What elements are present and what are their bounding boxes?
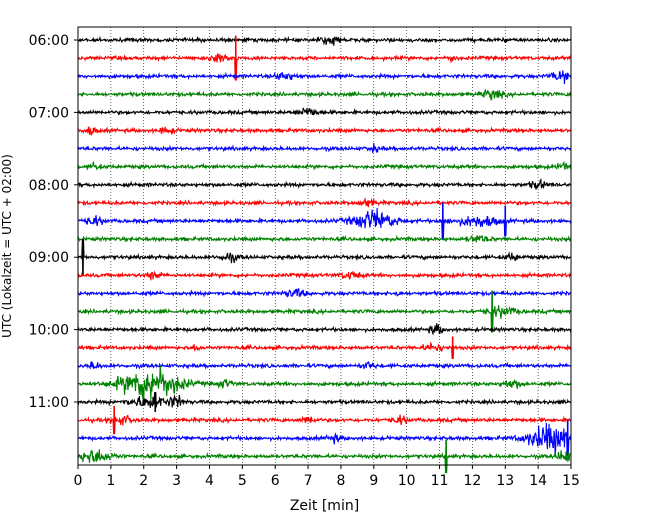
y-tick-label-10:00: 10:00 <box>29 323 69 339</box>
x-tick-label-1: 1 <box>106 473 115 489</box>
trace-08:30 <box>77 202 572 240</box>
x-tick-label-8: 8 <box>336 473 345 489</box>
x-tick-label-2: 2 <box>139 473 148 489</box>
x-tick-label-9: 9 <box>369 473 378 489</box>
x-tick-label-5: 5 <box>238 473 247 489</box>
trace-06:15 <box>77 35 572 81</box>
trace-07:00 <box>77 107 572 117</box>
x-tick-label-10: 10 <box>398 473 416 489</box>
y-tick-label-07:00: 07:00 <box>29 105 69 121</box>
x-tick-label-12: 12 <box>463 473 481 489</box>
trace-11:15 <box>77 406 572 435</box>
x-axis: 0 1 2 3 4 5 6 7 8 9 10 11 12 13 14 15 <box>74 465 580 489</box>
x-tick-label-3: 3 <box>172 473 181 489</box>
trace-11:00 <box>77 392 572 412</box>
trace-07:15 <box>77 126 572 136</box>
x-tick-label-14: 14 <box>529 473 547 489</box>
trace-06:30 <box>77 70 572 85</box>
trace-10:30 <box>77 360 572 371</box>
x-tick-label-13: 13 <box>496 473 514 489</box>
trace-08:00 <box>77 177 572 190</box>
trace-07:30 <box>77 143 572 154</box>
y-tick-label-09:00: 09:00 <box>29 250 69 266</box>
x-axis-label: Zeit [min] <box>290 498 359 514</box>
trace-10:45 <box>77 365 572 403</box>
y-tick-label-06:00: 06:00 <box>29 33 69 49</box>
y-tick-label-08:00: 08:00 <box>29 178 69 194</box>
x-tick-label-15: 15 <box>562 473 580 489</box>
plot-frame <box>77 26 572 466</box>
grid-layer <box>110 27 539 465</box>
x-tick-label-6: 6 <box>271 473 280 489</box>
trace-07:45 <box>77 160 572 171</box>
trace-11:45 <box>77 439 572 474</box>
trace-09:45 <box>77 290 572 333</box>
trace-09:00 <box>77 238 572 276</box>
trace-10:15 <box>77 336 572 359</box>
trace-09:15 <box>77 270 572 281</box>
y-tick-label-11:00: 11:00 <box>29 395 69 411</box>
trace-11:30 <box>77 419 572 457</box>
trace-06:45 <box>77 88 572 101</box>
trace-09:30 <box>77 287 572 298</box>
trace-10:00 <box>77 323 572 336</box>
y-axis: 06:00 07:00 08:00 09:00 10:00 11:00 <box>29 33 78 411</box>
trace-08:45 <box>77 234 572 243</box>
trace-08:15 <box>77 197 572 208</box>
x-tick-label-7: 7 <box>304 473 313 489</box>
trace-layer <box>77 35 572 474</box>
trace-06:00 <box>77 35 572 46</box>
y-axis-label: UTC (Lokalzeit = UTC + 02:00) <box>0 154 14 338</box>
x-tick-label-11: 11 <box>431 473 449 489</box>
x-tick-label-0: 0 <box>74 473 83 489</box>
x-tick-label-4: 4 <box>205 473 214 489</box>
